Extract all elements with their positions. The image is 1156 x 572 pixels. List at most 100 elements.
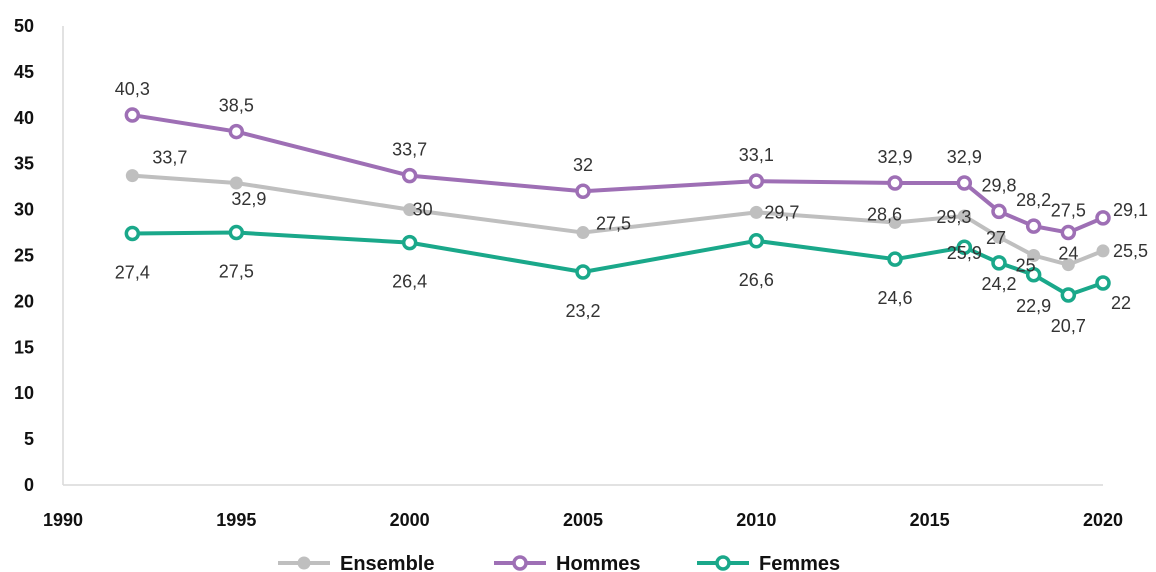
data-point: [1096, 244, 1110, 258]
data-point: [124, 107, 141, 123]
data-point: [887, 251, 903, 267]
data-label: 25: [1016, 256, 1036, 276]
data-label: 27,5: [596, 214, 631, 234]
data-label: 27,5: [219, 262, 254, 282]
data-label: 32,9: [231, 189, 266, 209]
x-tick-label: 2015: [910, 510, 950, 530]
legend-marker: [297, 556, 311, 570]
y-tick-label: 50: [14, 16, 34, 36]
data-label: 33,7: [392, 140, 427, 160]
data-label: 27,4: [115, 262, 150, 282]
series-line: [132, 230, 1104, 297]
y-tick-label: 45: [14, 62, 34, 82]
data-label: 33,7: [152, 148, 187, 168]
series-ensemble: [125, 169, 1110, 272]
data-label: 33,1: [739, 145, 774, 165]
x-tick-label: 2020: [1083, 510, 1123, 530]
data-point: [576, 226, 590, 240]
data-point: [957, 209, 971, 223]
x-tick-label: 2010: [736, 510, 776, 530]
data-point: [125, 169, 139, 183]
data-label: 25,9: [947, 243, 982, 263]
y-tick-label: 20: [14, 291, 34, 311]
data-point: [1025, 218, 1042, 234]
data-label: 27,5: [1051, 201, 1086, 221]
data-label: 28,6: [867, 204, 902, 224]
data-label: 32: [573, 155, 593, 175]
data-point: [575, 264, 591, 280]
data-label: 20,7: [1051, 316, 1086, 336]
y-tick-label: 10: [14, 383, 34, 403]
data-label: 22: [1111, 293, 1131, 313]
data-point: [1060, 224, 1077, 241]
legend-marker: [715, 555, 731, 571]
data-label: 29,3: [936, 207, 971, 227]
legend-marker: [512, 555, 528, 571]
data-point: [1095, 210, 1111, 226]
data-point: [1060, 287, 1077, 303]
data-label: 38,5: [219, 96, 254, 116]
data-labels: 33,7 32,9 30 27,5 29,7 28,6 29,3 27 25 24 25,5 40,3…: [115, 79, 1148, 336]
data-point: [956, 175, 973, 191]
data-point: [1095, 275, 1111, 291]
data-point: [991, 203, 1007, 220]
y-tick-label: 40: [14, 108, 34, 128]
data-label: 24,6: [877, 288, 912, 308]
legend-label: Ensemble: [340, 553, 434, 572]
y-tick-label: 35: [14, 154, 34, 174]
data-label: 27: [986, 228, 1006, 248]
y-tick-label: 15: [14, 337, 34, 357]
legend-item-ensemble: Ensemble: [278, 553, 434, 572]
data-point: [575, 183, 591, 199]
axes: 0 5 10 15 20 25 30 35 40 45 50 1990 1995 2000 2005 2010…: [14, 16, 1123, 530]
data-point: [887, 175, 903, 191]
y-tick-label: 25: [14, 246, 34, 266]
data-label: 29,8: [981, 175, 1016, 195]
data-point: [748, 173, 765, 189]
data-point: [991, 255, 1007, 271]
data-label: 23,2: [565, 301, 600, 321]
legend-label: Hommes: [556, 553, 640, 572]
data-label: 25,5: [1113, 241, 1148, 261]
data-point: [749, 205, 763, 219]
data-point: [401, 234, 418, 251]
data-point: [124, 225, 141, 242]
data-point: [228, 224, 245, 241]
data-label: 30: [413, 200, 433, 220]
x-tick-label: 2005: [563, 510, 603, 530]
data-point: [401, 167, 418, 184]
y-tick-label: 5: [24, 429, 34, 449]
legend: Ensemble Hommes Femmes: [278, 553, 840, 572]
legend-label: Femmes: [759, 553, 840, 572]
data-point: [956, 239, 973, 255]
data-label: 24,2: [981, 274, 1016, 294]
y-tick-label: 30: [14, 200, 34, 220]
x-tick-label: 1995: [216, 510, 256, 530]
data-point: [403, 203, 417, 217]
data-point: [229, 176, 243, 190]
data-point: [748, 233, 765, 249]
series-layer: [124, 107, 1111, 303]
data-label: 29,7: [764, 202, 799, 222]
legend-item-hommes: Hommes: [494, 553, 640, 572]
data-label: 24: [1058, 244, 1078, 264]
series-femmes: [124, 224, 1111, 303]
y-tick-label: 0: [24, 475, 34, 495]
data-label: 32,9: [947, 147, 982, 167]
data-point: [1025, 267, 1042, 283]
data-label: 28,2: [1016, 190, 1051, 210]
data-label: 26,4: [392, 272, 427, 292]
data-point: [992, 230, 1006, 244]
data-point: [1027, 249, 1041, 262]
data-label: 40,3: [115, 79, 150, 99]
data-point: [888, 215, 902, 229]
series-hommes: [124, 107, 1111, 241]
legend-item-femmes: Femmes: [697, 553, 840, 572]
data-point: [1061, 258, 1075, 272]
data-label: 22,9: [1016, 296, 1051, 316]
data-label: 32,9: [877, 147, 912, 167]
x-tick-label: 1990: [43, 510, 83, 530]
data-label: 29,1: [1113, 200, 1148, 220]
x-tick-label: 2000: [390, 510, 430, 530]
